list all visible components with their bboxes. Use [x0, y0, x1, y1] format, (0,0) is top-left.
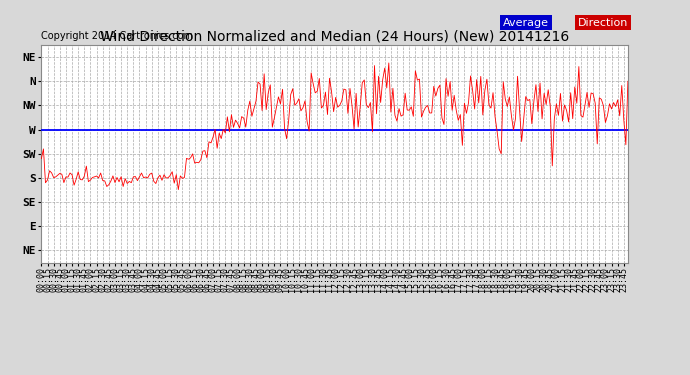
Text: Average: Average — [503, 18, 549, 28]
Text: Copyright 2014 Cartronics.com: Copyright 2014 Cartronics.com — [41, 31, 193, 40]
Title: Wind Direction Normalized and Median (24 Hours) (New) 20141216: Wind Direction Normalized and Median (24… — [100, 30, 569, 44]
Text: Direction: Direction — [578, 18, 628, 28]
